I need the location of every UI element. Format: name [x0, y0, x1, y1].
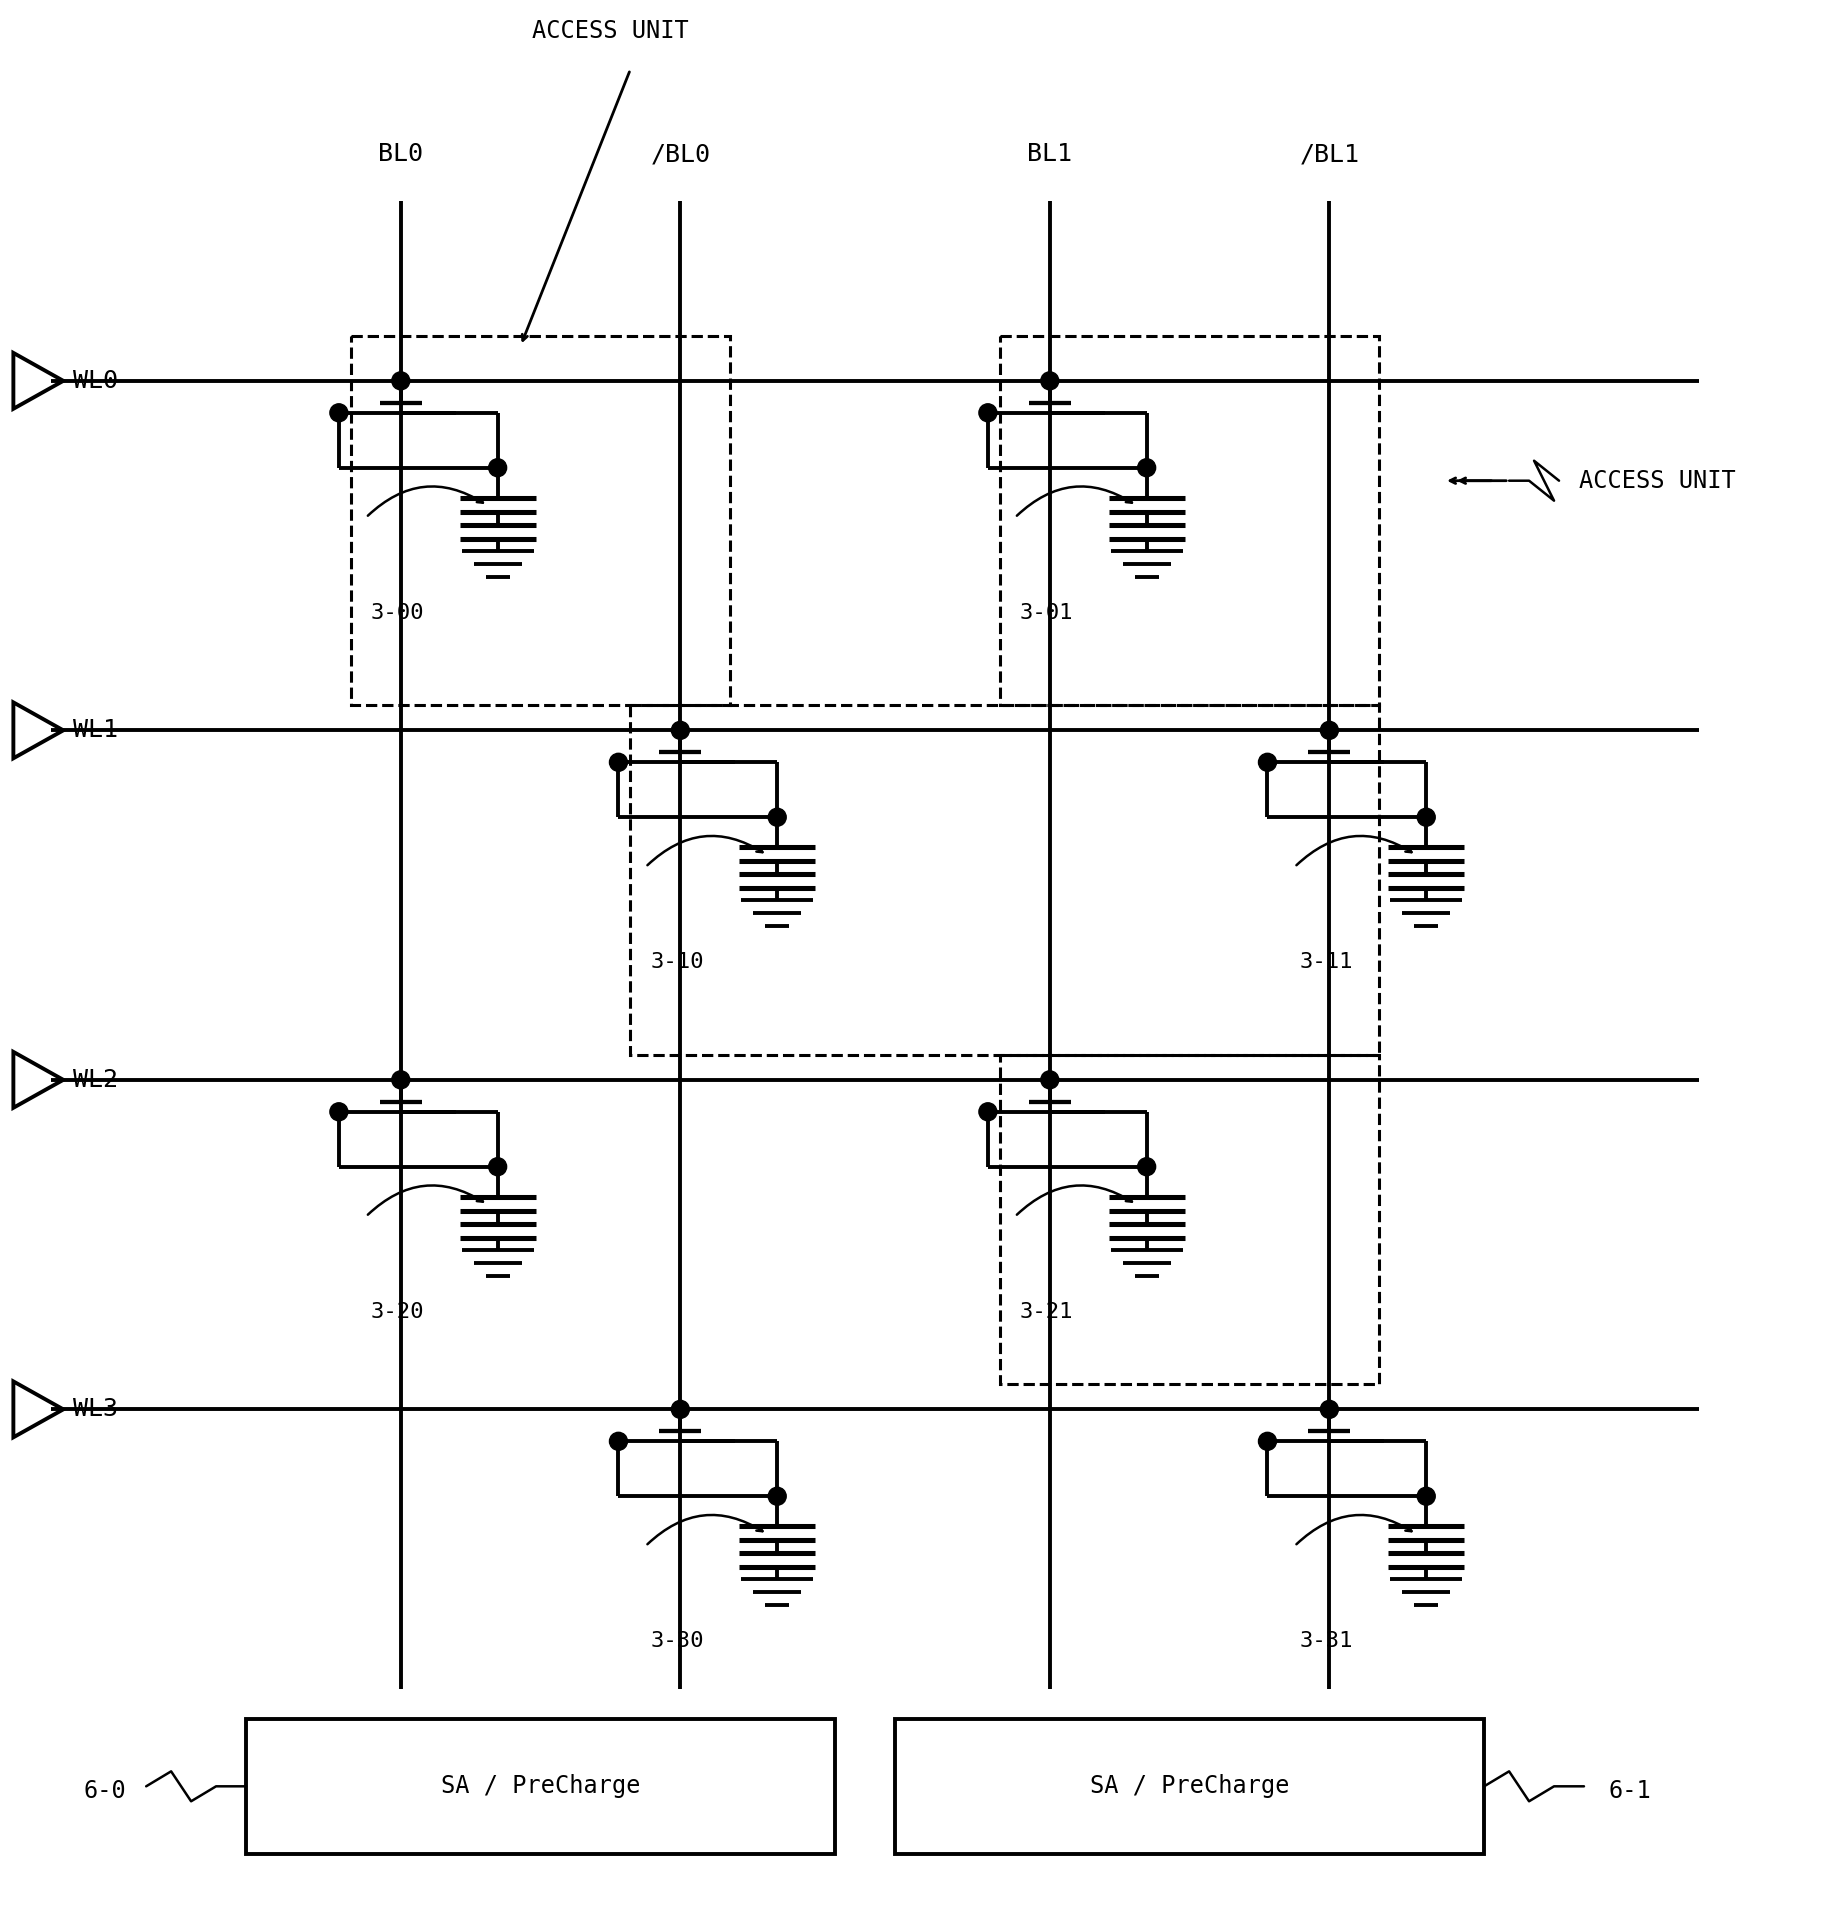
Text: 3-01: 3-01 — [1020, 602, 1073, 623]
Text: 3-30: 3-30 — [651, 1632, 704, 1651]
Circle shape — [979, 403, 998, 422]
Text: WL0: WL0 — [73, 368, 117, 394]
Circle shape — [671, 721, 690, 739]
Text: 3-00: 3-00 — [370, 602, 424, 623]
Circle shape — [1137, 459, 1155, 476]
Text: 3-20: 3-20 — [370, 1302, 424, 1321]
Text: SA / PreCharge: SA / PreCharge — [440, 1775, 640, 1798]
Text: WL1: WL1 — [73, 718, 117, 743]
Text: SA / PreCharge: SA / PreCharge — [1089, 1775, 1289, 1798]
Circle shape — [1042, 1071, 1058, 1088]
Bar — [1000, 1055, 1379, 1385]
Circle shape — [1137, 1157, 1155, 1175]
Circle shape — [979, 1103, 998, 1121]
Circle shape — [1258, 1433, 1276, 1451]
Text: 6-1: 6-1 — [1608, 1779, 1652, 1804]
Text: BL1: BL1 — [1027, 143, 1073, 166]
Circle shape — [1258, 754, 1276, 772]
Text: BL0: BL0 — [378, 143, 424, 166]
Text: /BL1: /BL1 — [1298, 143, 1359, 166]
Circle shape — [330, 403, 348, 422]
Circle shape — [1418, 1487, 1436, 1505]
Circle shape — [330, 1103, 348, 1121]
Text: ACCESS UNIT: ACCESS UNIT — [532, 19, 690, 42]
Circle shape — [609, 1433, 627, 1451]
Circle shape — [768, 808, 787, 826]
Circle shape — [609, 754, 627, 772]
Circle shape — [392, 1071, 409, 1088]
Circle shape — [488, 1157, 506, 1175]
Bar — [1000, 336, 1379, 706]
Circle shape — [1418, 808, 1436, 826]
Text: ACCESS UNIT: ACCESS UNIT — [1579, 469, 1735, 492]
Bar — [631, 706, 1379, 1055]
Text: /BL0: /BL0 — [651, 143, 710, 166]
Circle shape — [671, 1400, 690, 1418]
Circle shape — [392, 372, 409, 390]
Text: 6-0: 6-0 — [84, 1779, 127, 1804]
Text: 3-21: 3-21 — [1020, 1302, 1073, 1321]
Circle shape — [488, 459, 506, 476]
Text: WL3: WL3 — [73, 1397, 117, 1422]
Bar — [350, 336, 730, 706]
Circle shape — [1042, 372, 1058, 390]
Text: 3-10: 3-10 — [651, 953, 704, 972]
Text: 3-11: 3-11 — [1300, 953, 1353, 972]
Circle shape — [1320, 1400, 1339, 1418]
Circle shape — [1320, 721, 1339, 739]
Bar — [895, 1719, 1484, 1854]
Bar — [246, 1719, 834, 1854]
Circle shape — [768, 1487, 787, 1505]
Text: 3-31: 3-31 — [1300, 1632, 1353, 1651]
Text: WL2: WL2 — [73, 1069, 117, 1092]
